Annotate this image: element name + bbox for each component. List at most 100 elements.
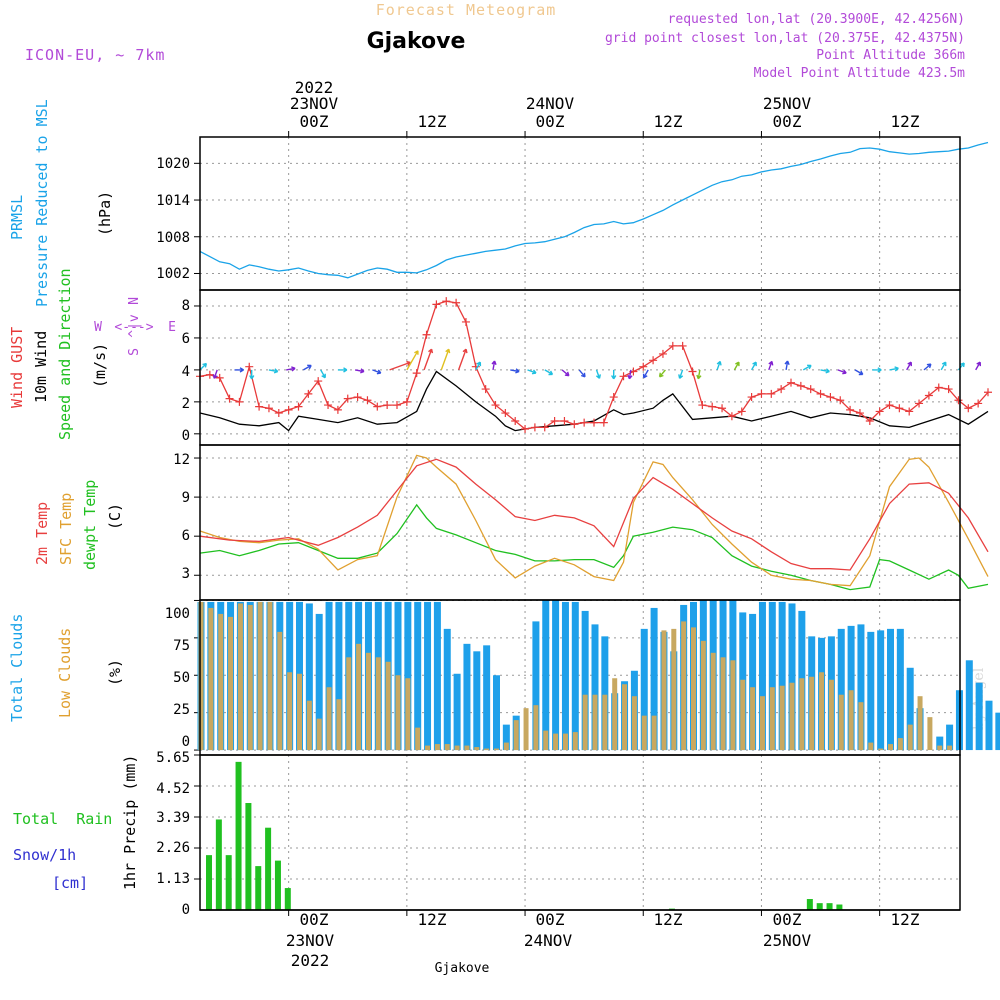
- label-total-clouds: Total Clouds: [8, 614, 26, 722]
- ytick: 6: [182, 331, 190, 347]
- low-cloud-bar: [848, 690, 854, 751]
- rain-bar: [274, 860, 281, 910]
- total-cloud-bar: [867, 631, 875, 751]
- total-cloud-bar: [965, 660, 973, 751]
- requested-coords: requested lon,lat (20.3900E, 42.4256N): [668, 12, 965, 27]
- model-label: ICON-EU, ~ 7km: [25, 46, 165, 64]
- gust-marker: [570, 420, 579, 429]
- low-cloud-bar: [484, 748, 490, 751]
- gust-marker: [698, 401, 707, 410]
- gust-marker: [658, 349, 667, 358]
- gust-marker: [865, 417, 874, 426]
- wind-direction-arrow: [212, 369, 218, 379]
- ytick: 50: [173, 670, 190, 686]
- low-cloud-bar: [789, 682, 795, 751]
- label-percent: (%): [106, 659, 124, 686]
- gridpoint-coords: grid point closest lon,lat (20.375E, 42.…: [605, 31, 965, 46]
- gust-marker: [255, 402, 264, 411]
- panel-frame-t: [199, 444, 961, 601]
- temperature-panel: [199, 454, 989, 591]
- wind-direction-arrow: [491, 360, 497, 371]
- label-low-clouds: Low Clouds: [56, 628, 74, 718]
- rain-bar: [826, 903, 833, 910]
- total-cloud-bar: [581, 610, 589, 751]
- precip-panel: [200, 761, 960, 911]
- gust-marker: [501, 409, 510, 418]
- gust-marker: [934, 383, 943, 392]
- gust-marker: [264, 404, 273, 413]
- ytick: 1002: [156, 266, 190, 282]
- low-cloud-bar: [434, 744, 440, 751]
- gust-marker: [432, 300, 441, 309]
- gust-marker: [215, 373, 224, 382]
- total-cloud-bar: [453, 673, 461, 751]
- gust-marker: [550, 417, 559, 426]
- compass-ns-line: ^|v: [127, 314, 142, 338]
- low-cloud-bar: [681, 621, 687, 751]
- wind-direction-arrow: [578, 369, 586, 378]
- wind-direction-arrow: [320, 369, 326, 379]
- top-date-24nov: 24NOV: [526, 94, 575, 113]
- total-cloud-bar: [463, 643, 471, 751]
- low-cloud-bar: [218, 613, 224, 751]
- top-time-2: 00Z: [536, 112, 565, 131]
- gust-marker: [599, 418, 608, 427]
- wind-direction-arrow: [406, 350, 419, 371]
- total-cloud-bar: [601, 636, 609, 751]
- compass-we-line: <--->: [114, 320, 153, 335]
- low-cloud-bar: [228, 616, 234, 751]
- low-cloud-bar: [868, 742, 874, 751]
- ytick: 2.26: [156, 840, 190, 856]
- low-cloud-bar: [888, 744, 893, 751]
- gust-marker: [875, 407, 884, 416]
- low-cloud-bar: [700, 640, 706, 751]
- total-cloud-bar: [532, 621, 540, 751]
- low-cloud-bar: [306, 700, 312, 751]
- footer-location: Gjakove: [435, 961, 490, 976]
- low-cloud-bar: [612, 678, 618, 751]
- total-cloud-bar: [591, 624, 599, 751]
- ytick: 0: [182, 902, 190, 918]
- low-cloud-bar: [730, 660, 736, 751]
- compass-s: S: [127, 348, 142, 356]
- wind-direction-arrow: [906, 361, 912, 371]
- wind-direction-arrow: [595, 369, 601, 379]
- ytick: 3: [182, 566, 190, 582]
- gust-marker: [668, 341, 677, 350]
- label-10m-wind: 10m Wind: [32, 331, 50, 403]
- low-cloud-bar: [395, 675, 401, 751]
- gust-marker: [718, 404, 727, 413]
- rain-bar: [284, 888, 291, 910]
- rain-bar: [235, 761, 242, 910]
- top-time-4: 00Z: [773, 112, 802, 131]
- rain-bar: [245, 803, 252, 910]
- ytick: 2: [182, 396, 190, 412]
- label-hpa: (hPa): [96, 191, 114, 236]
- ytick: 1014: [156, 193, 190, 209]
- gust-marker: [235, 397, 244, 406]
- ytick: 8: [182, 298, 190, 314]
- wind-direction-arrow: [372, 369, 382, 375]
- gust-marker: [855, 409, 864, 418]
- compass-e: E: [168, 320, 176, 335]
- ytick: 0: [182, 428, 190, 444]
- gust-marker: [353, 393, 362, 402]
- label-total-rain: Total Rain: [13, 810, 112, 828]
- low-cloud-bar: [897, 738, 903, 751]
- wind-direction-arrow: [303, 364, 312, 371]
- top-time-1: 12Z: [418, 112, 447, 131]
- total-cloud-bar: [768, 601, 776, 751]
- bottom-date-24nov: 24NOV: [524, 931, 573, 950]
- wind-direction-arrow: [733, 361, 740, 371]
- low-cloud-bar: [799, 678, 805, 751]
- panel-frames: [199, 131, 961, 916]
- ytick: 0: [182, 734, 190, 750]
- gust-marker: [609, 393, 618, 402]
- low-cloud-bar: [769, 687, 775, 751]
- wind-direction-arrow: [750, 361, 757, 371]
- low-cloud-bar: [710, 652, 716, 751]
- low-cloud-bar: [641, 715, 647, 751]
- panel-frame-r: [199, 754, 961, 911]
- low-cloud-bar: [809, 676, 815, 751]
- low-cloud-bar: [267, 601, 273, 751]
